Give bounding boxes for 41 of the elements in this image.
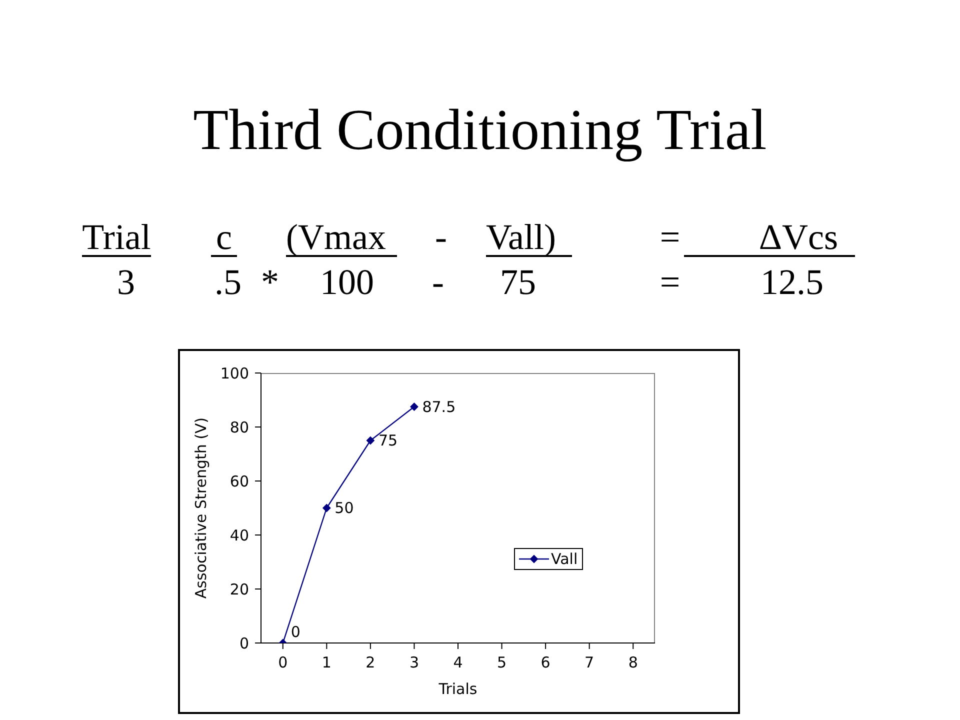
data-label: 0 xyxy=(290,623,300,641)
y-axis-title: Associative Strength (V) xyxy=(192,417,210,599)
x-tick-label: 5 xyxy=(497,654,507,672)
x-tick-label: 2 xyxy=(366,654,376,672)
x-tick-label: 0 xyxy=(278,654,288,672)
data-label: 75 xyxy=(378,432,398,450)
y-tick-label: 0 xyxy=(239,634,249,652)
text: - xyxy=(434,217,448,257)
x-tick-label: 6 xyxy=(540,654,550,672)
point xyxy=(410,402,418,411)
data-label: 87.5 xyxy=(422,398,456,416)
y-tick-label: 80 xyxy=(230,418,249,436)
text: (Vmax xyxy=(286,217,397,257)
y-tick-label: 20 xyxy=(230,580,249,598)
x-axis-title: Trials xyxy=(438,680,478,698)
text: Vall) xyxy=(486,217,572,257)
text: = xyxy=(658,217,682,257)
text: c xyxy=(211,217,237,257)
text: 12.5 xyxy=(760,262,824,302)
text: = xyxy=(658,262,682,302)
y-tick-label: 60 xyxy=(230,472,249,490)
data-label: 50 xyxy=(334,499,354,517)
text: - xyxy=(431,262,445,302)
x-tick-label: 3 xyxy=(409,654,419,672)
x-tick-label: 8 xyxy=(628,654,638,672)
x-tick-label: 1 xyxy=(322,654,332,672)
point xyxy=(366,436,374,444)
x-tick-label: 7 xyxy=(584,654,594,672)
text: ΔVcs xyxy=(684,217,855,257)
chart-title: Third Conditioning Trial xyxy=(192,97,768,162)
x-tick-label: 4 xyxy=(453,654,463,672)
text: .5 xyxy=(214,262,242,302)
text: 75 xyxy=(499,262,537,302)
point xyxy=(322,504,331,512)
legend-label: Vall xyxy=(551,550,578,568)
text: 3 xyxy=(116,262,136,302)
y-tick-label: 100 xyxy=(220,364,249,382)
text: Trial xyxy=(82,217,151,257)
text: * xyxy=(261,262,279,302)
text: 100 xyxy=(319,262,375,302)
y-tick-label: 40 xyxy=(230,526,249,544)
